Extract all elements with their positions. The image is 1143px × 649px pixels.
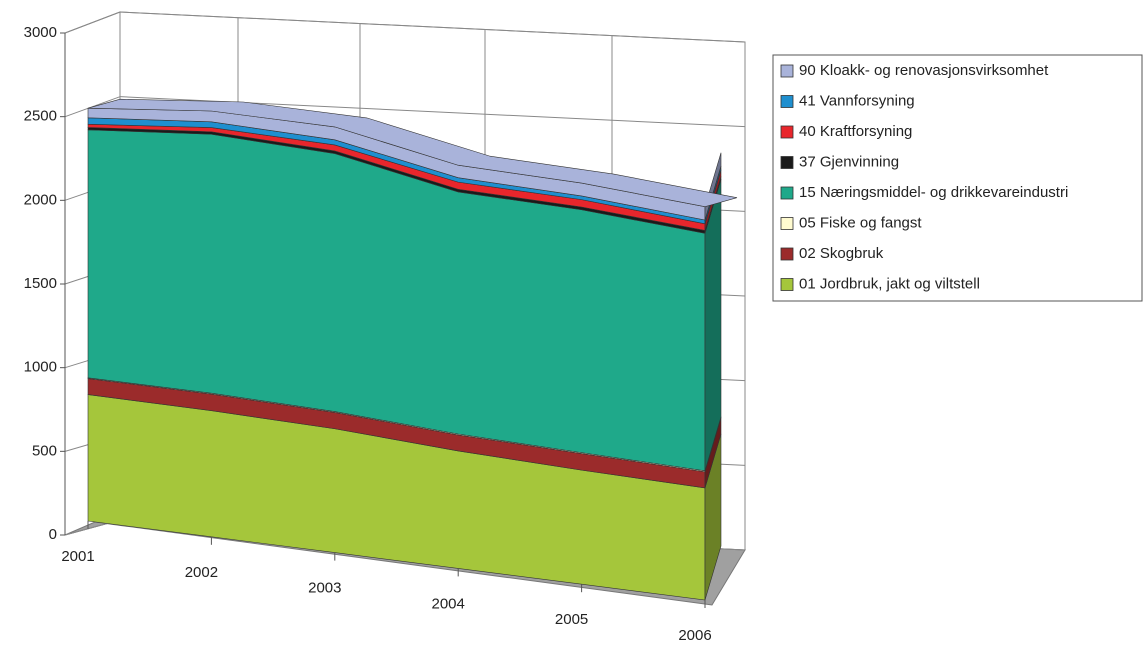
x-tick-label: 2005	[555, 611, 588, 628]
legend-label: 05 Fiske og fangst	[799, 214, 922, 231]
x-tick-label: 2006	[678, 627, 711, 644]
y-tick-label: 500	[32, 442, 57, 459]
y-tick-label: 1000	[24, 359, 57, 376]
legend-swatch	[780, 217, 794, 230]
legend-swatch	[780, 64, 794, 78]
legend-label: 15 Næringsmiddel- og drikkevareindustri	[799, 184, 1068, 201]
y-tick-label: 2000	[24, 191, 57, 208]
legend-swatch	[780, 125, 794, 139]
x-tick-label: 2004	[432, 595, 465, 612]
grid-line	[64, 11, 121, 34]
y-tick-label: 2500	[24, 108, 57, 125]
legend: 90 Kloakk- og renovasjonsvirksomhet 41 Va…	[772, 54, 1143, 302]
legend-box	[772, 54, 1143, 302]
legend-swatch	[780, 95, 794, 108]
legend-label: 90 Kloakk- og renovasjonsvirksomhet	[799, 62, 1049, 79]
legend-label: 41 Vannforsyning	[799, 92, 915, 109]
legend-label: 40 Kraftforsyning	[799, 123, 912, 140]
x-tick-label: 2001	[61, 548, 94, 565]
grid-line	[119, 11, 746, 43]
y-tick-label: 0	[49, 526, 57, 543]
legend-swatch	[780, 247, 794, 261]
y-tick-label: 3000	[24, 24, 57, 41]
legend-label: 37 Gjenvinning	[799, 153, 899, 170]
legend-label: 01 Jordbruk, jakt og viltstell	[799, 275, 980, 292]
legend-label: 02 Skogbruk	[799, 245, 884, 262]
y-tick-label: 1500	[24, 275, 57, 292]
area-top	[87, 98, 738, 208]
legend-swatch	[780, 278, 794, 291]
x-tick-label: 2003	[308, 580, 341, 597]
x-tick-label: 2002	[185, 564, 218, 581]
legend-swatch	[780, 156, 794, 169]
legend-swatch	[780, 186, 794, 200]
